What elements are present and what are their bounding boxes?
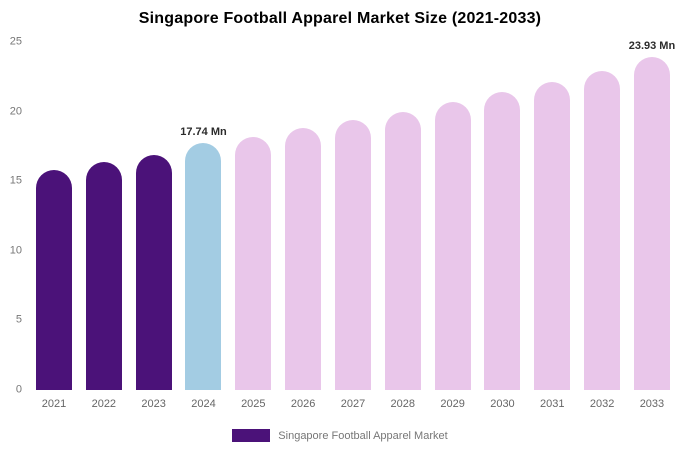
- y-axis-tick-label: 10: [9, 244, 22, 257]
- bar-column: [384, 42, 421, 390]
- bar-column: [534, 42, 571, 390]
- bar-column: [334, 42, 371, 390]
- x-axis-label: 2023: [141, 398, 166, 410]
- bar: [285, 128, 322, 390]
- y-axis-tick-label: 20: [9, 105, 22, 118]
- bar-column: [36, 42, 72, 390]
- bar: [334, 119, 371, 390]
- bar-column: [85, 42, 122, 390]
- bar-value-label: 17.74 Mn: [180, 126, 227, 139]
- bar: [135, 154, 172, 390]
- x-axis: 2021 2022 2023 2024 2025 2026 2027 2028 2029 2030…: [30, 398, 676, 410]
- x-axis-label: 2032: [589, 398, 615, 410]
- bar: [384, 111, 421, 390]
- bar-column: [484, 42, 521, 390]
- bar: [584, 71, 621, 390]
- bar-column: 17.74 Mn: [180, 42, 227, 390]
- legend-label: Singapore Football Apparel Market: [278, 429, 448, 442]
- bar-column: [584, 42, 621, 390]
- x-axis-label: 2028: [390, 398, 416, 410]
- bar-column: 23.93 Mn: [629, 40, 675, 390]
- legend-swatch: [232, 429, 271, 442]
- bar: [434, 101, 471, 390]
- x-axis-label: 2033: [639, 398, 665, 410]
- bar-column: [434, 42, 471, 390]
- x-axis-label: 2027: [340, 398, 366, 410]
- y-axis-tick-label: 15: [9, 174, 22, 187]
- bar-column: [285, 42, 322, 390]
- bar: [534, 82, 571, 390]
- x-axis-label: 2024: [191, 398, 216, 410]
- bar: [633, 56, 670, 390]
- bar-column: [135, 42, 172, 390]
- plot-area: 17.74 Mn 23.93 Mn: [30, 40, 676, 390]
- bar: [185, 143, 222, 390]
- x-axis-label: 2031: [540, 398, 565, 410]
- x-axis-label: 2021: [41, 398, 67, 410]
- bar: [484, 92, 521, 390]
- y-axis-tick-label: 25: [9, 35, 22, 48]
- y-axis-tick-label: 5: [15, 313, 22, 326]
- bar-value-label: 23.93 Mn: [628, 39, 676, 52]
- bar: [36, 170, 72, 390]
- bar: [235, 136, 272, 390]
- bar-column: [235, 42, 272, 390]
- chart-title: Singapore Football Apparel Market Size (…: [138, 10, 542, 27]
- x-axis-label: 2022: [91, 398, 117, 410]
- x-axis-label: 2030: [490, 398, 515, 410]
- x-axis-label: 2026: [290, 398, 316, 410]
- y-axis-tick-label: 0: [15, 383, 22, 396]
- bars-group: 17.74 Mn 23.93 Mn: [30, 40, 676, 390]
- x-axis-label: 2029: [440, 398, 465, 410]
- legend: Singapore Football Apparel Market: [0, 429, 680, 442]
- y-axis: 0 5 10 15 20 25: [0, 36, 24, 395]
- x-axis-label: 2025: [241, 398, 266, 410]
- bar: [85, 161, 122, 390]
